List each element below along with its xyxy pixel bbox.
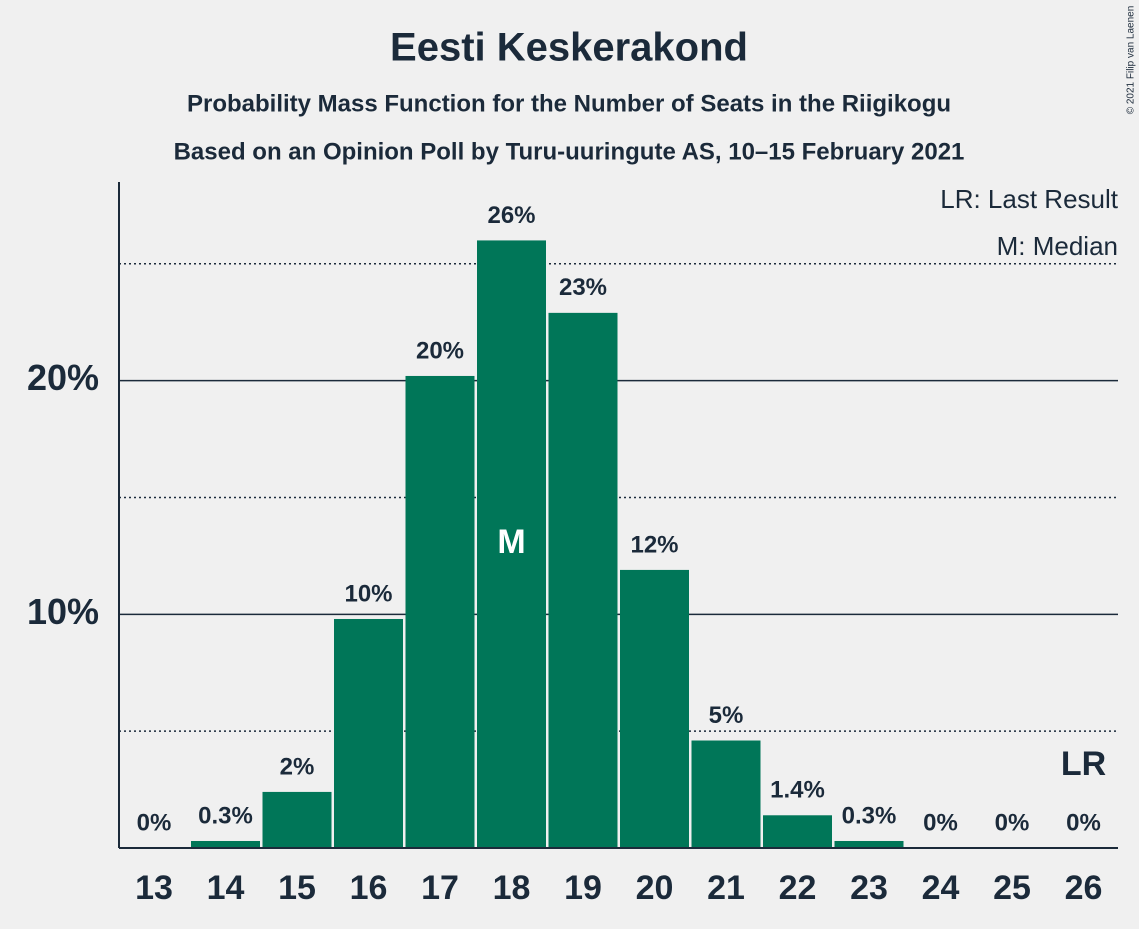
bar <box>191 840 260 848</box>
value-label: 0% <box>923 809 958 836</box>
x-tick-label: 14 <box>207 869 245 907</box>
value-label: 0% <box>137 809 172 836</box>
value-label: 0.3% <box>198 802 253 829</box>
x-tick-label: 23 <box>850 869 888 907</box>
value-label: 0% <box>1066 809 1101 836</box>
x-tick-label: 13 <box>135 869 173 907</box>
bar <box>262 791 332 848</box>
x-tick-label: 17 <box>421 869 459 907</box>
bar <box>620 569 689 848</box>
bar <box>763 815 832 848</box>
bar <box>334 618 403 848</box>
chart-source: Based on an Opinion Poll by Turu-uuringu… <box>174 138 965 165</box>
value-label: 5% <box>709 702 744 729</box>
bar <box>691 740 761 848</box>
bar <box>477 240 546 849</box>
value-label: 23% <box>559 274 607 301</box>
annotation: M <box>497 523 525 561</box>
x-tick-label: 20 <box>636 869 674 907</box>
y-tick-label: 20% <box>27 357 99 398</box>
legend-entry: LR: Last Result <box>940 184 1119 214</box>
value-label: 20% <box>416 337 464 364</box>
bar <box>834 840 904 848</box>
x-tick-label: 25 <box>993 869 1031 907</box>
x-tick-label: 19 <box>564 869 602 907</box>
x-tick-label: 22 <box>779 869 817 907</box>
x-tick-label: 16 <box>350 869 388 907</box>
chart-subtitle: Probability Mass Function for the Number… <box>187 90 951 117</box>
value-label: 10% <box>344 580 392 607</box>
value-label: 0% <box>995 809 1030 836</box>
x-tick-label: 26 <box>1065 869 1103 907</box>
x-tick-label: 15 <box>278 869 316 907</box>
chart-title: Eesti Keskerakond <box>390 26 748 70</box>
annotation: LR <box>1061 745 1106 783</box>
y-tick-label: 10% <box>27 591 99 632</box>
value-label: 0.3% <box>842 802 897 829</box>
x-tick-label: 18 <box>493 869 531 907</box>
value-label: 1.4% <box>770 777 825 804</box>
x-tick-label: 24 <box>922 869 960 907</box>
value-label: 2% <box>280 753 315 780</box>
value-label: 26% <box>487 202 535 229</box>
copyright: © 2021 Filip van Laenen <box>1126 6 1137 115</box>
x-tick-label: 21 <box>707 869 745 907</box>
bar <box>548 312 618 848</box>
value-label: 12% <box>630 531 678 558</box>
bar <box>405 375 475 848</box>
legend-entry: M: Median <box>997 231 1118 261</box>
